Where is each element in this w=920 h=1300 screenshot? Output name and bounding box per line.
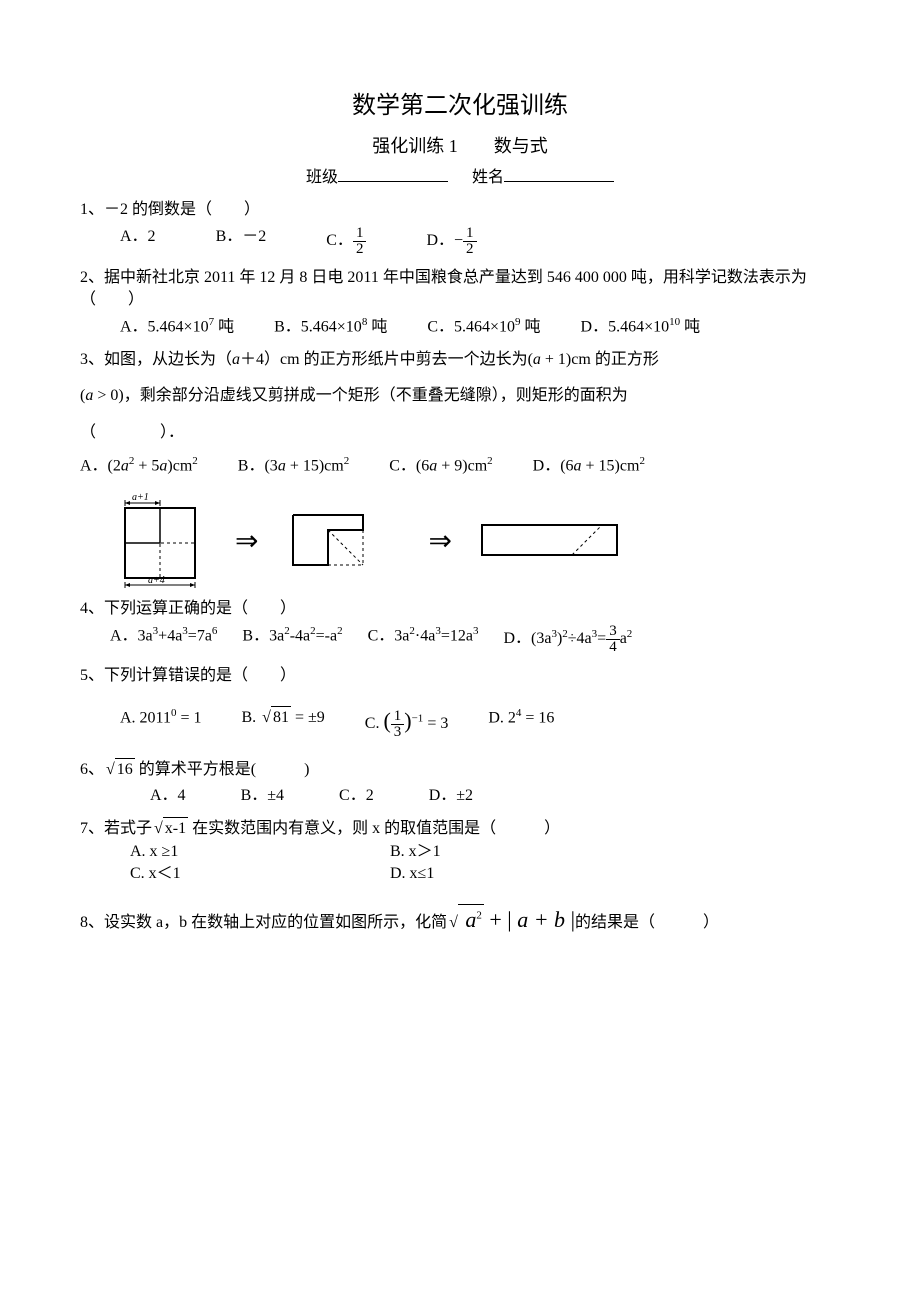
q3-opt-a[interactable]: A．(2a2 + 5a)cm2 bbox=[80, 454, 198, 478]
q8-ta: 8、设实数 a，b 在数轴上对应的位置如图所示，化简 bbox=[80, 914, 447, 931]
q7-ta: 7、若式子 bbox=[80, 820, 152, 837]
q6-opt-a[interactable]: A．4 bbox=[150, 785, 186, 807]
page-subtitle: 强化训练 1 数与式 bbox=[80, 134, 840, 159]
q1-opt-a[interactable]: A．2 bbox=[120, 226, 156, 257]
q4-opt-d[interactable]: D．(3a3)2÷4a3=34a2 bbox=[503, 624, 632, 655]
q7-opt-b[interactable]: B. x＞1 bbox=[390, 841, 650, 863]
q2-opt-b[interactable]: B．5.464×108 吨 bbox=[274, 315, 387, 339]
question-5: 5、下列计算错误的是（ ） A. 20110 = 1 B. 81 = ±9 C.… bbox=[80, 665, 840, 739]
q7-opt-c[interactable]: C. x＜1 bbox=[130, 863, 390, 885]
q4-opt-c[interactable]: C．3a2·4a3=12a3 bbox=[368, 624, 479, 655]
q4-text: 4、下列运算正确的是（ ） bbox=[80, 598, 840, 620]
q2-opt-d[interactable]: D．5.464×1010 吨 bbox=[581, 315, 701, 339]
q3-opt-b[interactable]: B．(3a + 15)cm2 bbox=[238, 454, 349, 478]
q6-tb: 的算术平方根是( ) bbox=[135, 761, 310, 778]
question-2: 2、据中新社北京 2011 年 12 月 8 日电 2011 年中国粮食总产量达… bbox=[80, 267, 840, 340]
q3-l1a: 3、如图，从边长为（ bbox=[80, 351, 232, 368]
q5-opt-b[interactable]: B. 81 = ±9 bbox=[242, 706, 325, 740]
q3-l2: ，剩余部分沿虚线又剪拼成一个矩形（不重叠无缝隙），则矩形的面积为 bbox=[124, 387, 628, 404]
class-label: 班级 bbox=[306, 169, 338, 186]
question-6: 6、16 的算术平方根是( ) A．4 B．±4 C．2 D．±2 bbox=[80, 758, 840, 808]
q3-square-diagram: a+1 a+4 bbox=[110, 493, 210, 588]
q5-options: A. 20110 = 1 B. 81 = ±9 C. (13)−1 = 3 D.… bbox=[120, 706, 840, 740]
arrow-icon: ⇒ bbox=[235, 521, 258, 560]
q5-opt-d[interactable]: D. 24 = 16 bbox=[488, 706, 554, 740]
question-8: 8、设实数 a，b 在数轴上对应的位置如图所示，化简 a2 + | a + b … bbox=[80, 904, 840, 936]
q2-opt-c[interactable]: C．5.464×109 吨 bbox=[427, 315, 540, 339]
class-blank[interactable] bbox=[338, 165, 448, 182]
q3-line3: （ ）． bbox=[80, 422, 840, 444]
q4-options: A．3a3+4a3=7a6 B．3a2-4a2=-a2 C．3a2·4a3=12… bbox=[110, 624, 840, 655]
q1-options: A．2 B．－2 C．12 D．−12 bbox=[120, 226, 840, 257]
q3-intermediate-diagram bbox=[283, 505, 403, 575]
question-7: 7、若式子x-1 在实数范围内有意义，则 x 的取值范围是（ ） A. x ≥1… bbox=[80, 817, 840, 885]
q3-line2: (a > 0)，剩余部分沿虚线又剪拼成一个矩形（不重叠无缝隙），则矩形的面积为 bbox=[80, 385, 840, 407]
arrow-icon-2: ⇒ bbox=[428, 521, 451, 560]
q7-text: 7、若式子x-1 在实数范围内有意义，则 x 的取值范围是（ ） bbox=[80, 817, 840, 840]
question-4: 4、下列运算正确的是（ ） A．3a3+4a3=7a6 B．3a2-4a2=-a… bbox=[80, 598, 840, 655]
q3-opt-d[interactable]: D．(6a + 15)cm2 bbox=[533, 454, 645, 478]
q3-rect-diagram bbox=[477, 515, 627, 565]
q8-tb: 的结果是（ ） bbox=[575, 914, 719, 931]
q7-tb: 在实数范围内有意义，则 x 的取值范围是（ ） bbox=[192, 820, 560, 837]
q6-options: A．4 B．±4 C．2 D．±2 bbox=[150, 785, 840, 807]
q2-text: 2、据中新社北京 2011 年 12 月 8 日电 2011 年中国粮食总产量达… bbox=[80, 267, 840, 312]
page-title: 数学第二次化强训练 bbox=[80, 90, 840, 124]
q7-options: A. x ≥1 B. x＞1 C. x＜1 D. x≤1 bbox=[130, 841, 840, 886]
q7-opt-d[interactable]: D. x≤1 bbox=[390, 863, 650, 885]
q3-line1: 3、如图，从边长为（a＋4）cm 的正方形纸片中剪去一个边长为(a + 1)cm… bbox=[80, 349, 840, 371]
svg-text:a+4: a+4 bbox=[148, 575, 165, 586]
q7-opt-a[interactable]: A. x ≥1 bbox=[130, 841, 390, 863]
q6-ta: 6、 bbox=[80, 761, 104, 778]
q8-text: 8、设实数 a，b 在数轴上对应的位置如图所示，化简 a2 + | a + b … bbox=[80, 904, 840, 936]
q4-opt-b[interactable]: B．3a2-4a2=-a2 bbox=[242, 624, 342, 655]
q6-opt-c[interactable]: C．2 bbox=[339, 785, 374, 807]
q5-text: 5、下列计算错误的是（ ） bbox=[80, 665, 840, 687]
q6-opt-d[interactable]: D．±2 bbox=[429, 785, 473, 807]
q3-l1b: ＋4）cm 的正方形纸片中剪去一个边长为 bbox=[240, 351, 528, 368]
q1-opt-c[interactable]: C．12 bbox=[326, 226, 366, 257]
question-1: 1、－2 的倒数是（ ） A．2 B．－2 C．12 D．−12 bbox=[80, 199, 840, 256]
q6-text: 6、16 的算术平方根是( ) bbox=[80, 758, 840, 781]
question-3: 3、如图，从边长为（a＋4）cm 的正方形纸片中剪去一个边长为(a + 1)cm… bbox=[80, 349, 840, 588]
q5-opt-a[interactable]: A. 20110 = 1 bbox=[120, 706, 202, 740]
q2-opt-a[interactable]: A．5.464×107 吨 bbox=[120, 315, 234, 339]
q6-opt-b[interactable]: B．±4 bbox=[241, 785, 284, 807]
name-fields: 班级 姓名 bbox=[80, 165, 840, 189]
q1-c-prefix: C． bbox=[326, 232, 353, 249]
q3-diagram: a+1 a+4 ⇒ ⇒ bbox=[110, 493, 840, 588]
q1-text: 1、－2 的倒数是（ ） bbox=[80, 199, 840, 221]
name-label: 姓名 bbox=[472, 169, 504, 186]
q3-options: A．(2a2 + 5a)cm2 B．(3a + 15)cm2 C．(6a + 9… bbox=[80, 454, 840, 478]
q5-opt-c[interactable]: C. (13)−1 = 3 bbox=[365, 706, 449, 740]
q4-opt-a[interactable]: A．3a3+4a3=7a6 bbox=[110, 624, 217, 655]
svg-text:a+1: a+1 bbox=[132, 493, 149, 503]
q3-l1c: cm 的正方形 bbox=[571, 351, 659, 368]
q1-opt-b[interactable]: B．－2 bbox=[216, 226, 267, 257]
q3-opt-c[interactable]: C．(6a + 9)cm2 bbox=[389, 454, 492, 478]
name-blank[interactable] bbox=[504, 165, 614, 182]
q1-opt-d[interactable]: D．−12 bbox=[426, 226, 476, 257]
q1-d-prefix: D． bbox=[426, 232, 454, 249]
q2-options: A．5.464×107 吨 B．5.464×108 吨 C．5.464×109 … bbox=[120, 315, 840, 339]
